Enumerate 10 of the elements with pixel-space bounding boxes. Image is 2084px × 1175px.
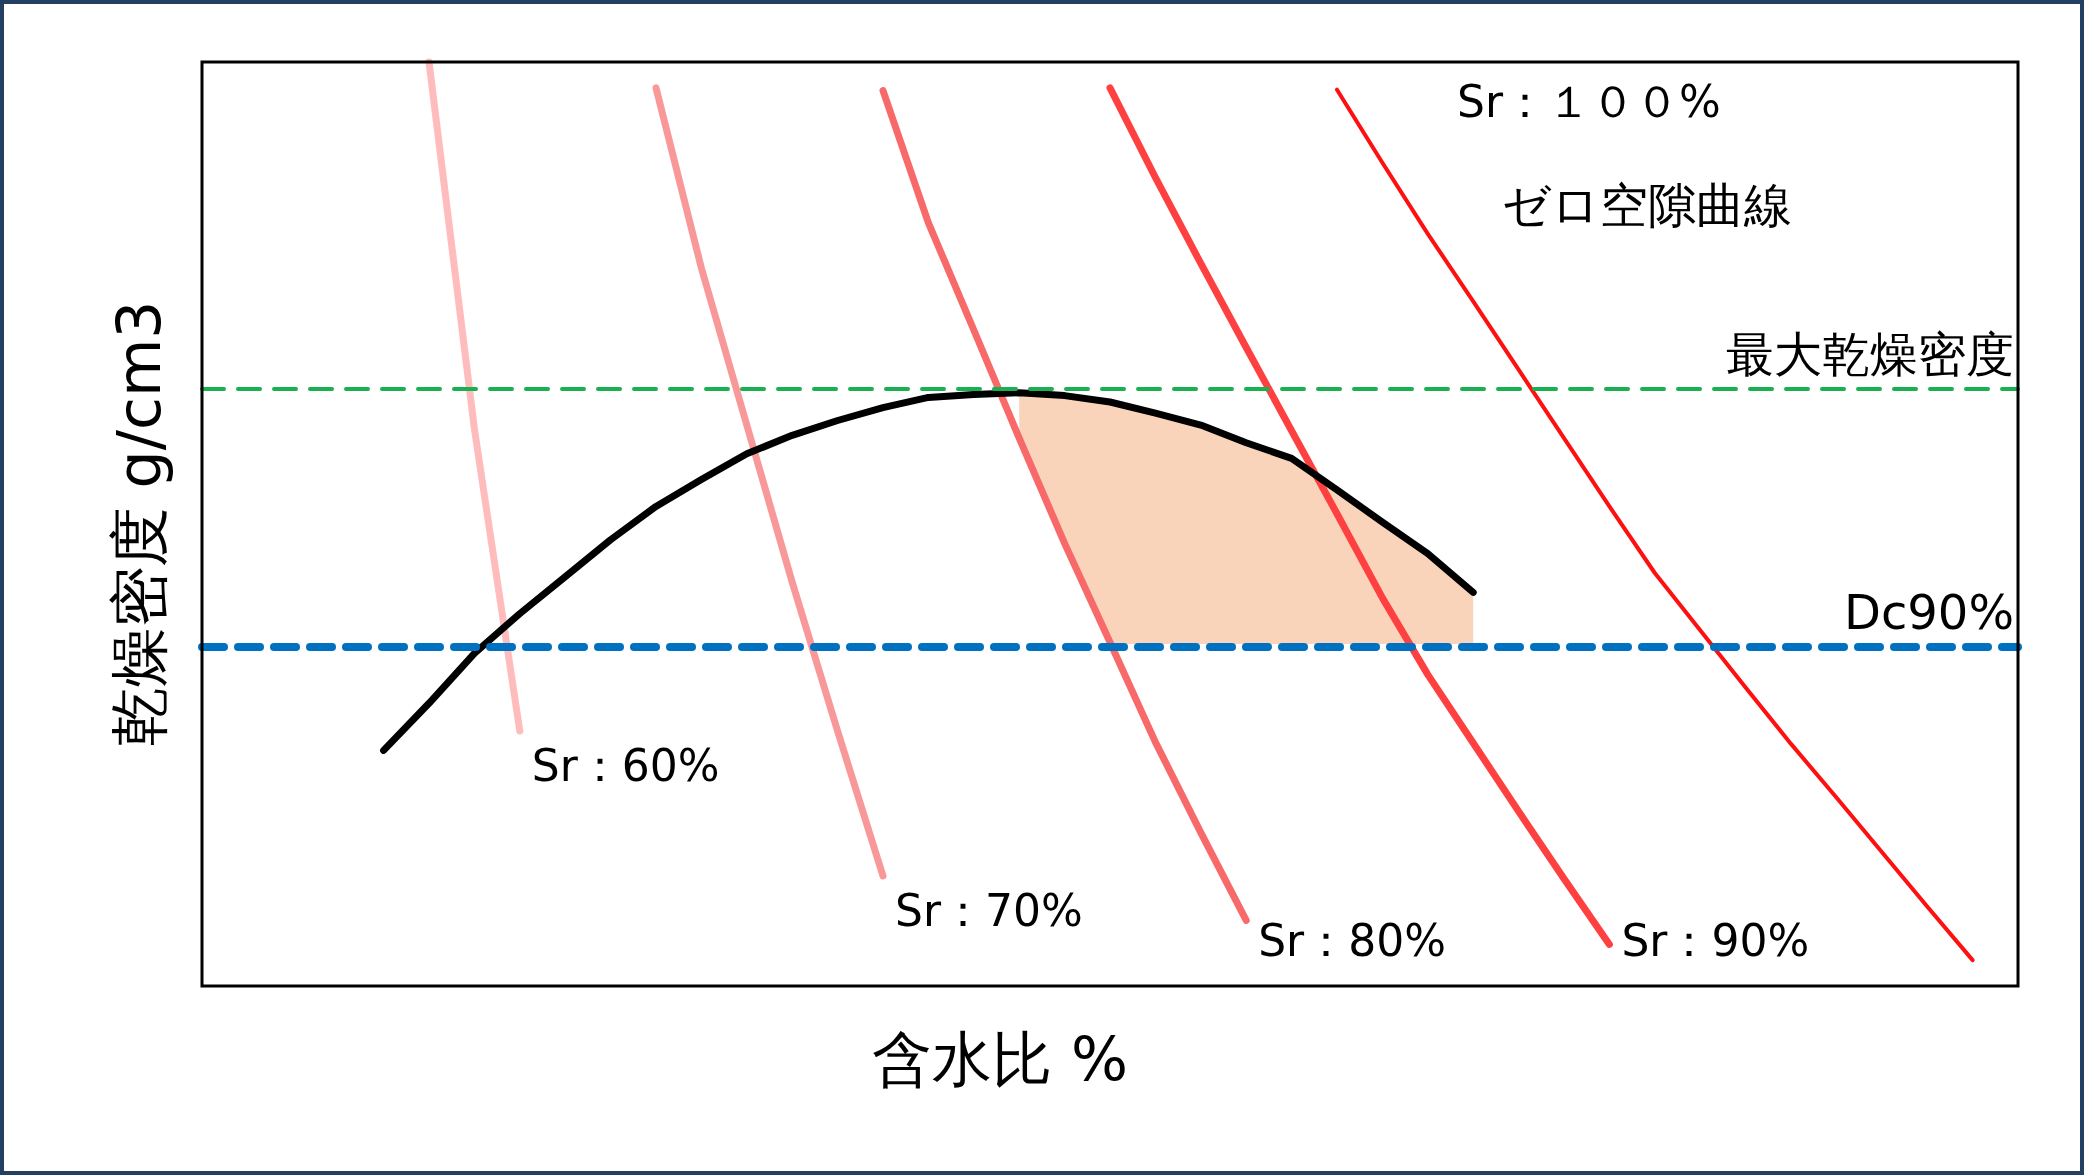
y-axis-title: 乾燥密度 g/cm3 [104,300,174,748]
ref-line-label: 最大乾燥密度 [1726,326,2014,383]
series-label: Sr：１００% [1457,76,1721,127]
x-axis-title: 含水比 % [871,1024,1129,1094]
series-label: Sr：90% [1621,915,1810,966]
ref-line-label: Dc90% [1843,583,2014,640]
series-label: Sr：60% [531,739,720,791]
series-label: Sr：70% [895,885,1083,937]
series-label: Sr：80% [1258,915,1447,966]
annotation: ゼロ空隙曲線 [1502,177,1792,233]
